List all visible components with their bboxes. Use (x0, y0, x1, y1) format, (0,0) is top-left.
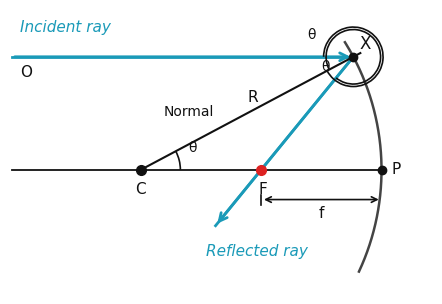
Text: C: C (135, 182, 146, 197)
Text: f: f (319, 206, 324, 220)
Text: θ: θ (321, 60, 330, 74)
Text: Reflected ray: Reflected ray (206, 244, 308, 258)
Text: θ: θ (188, 141, 197, 155)
Text: Incident ray: Incident ray (20, 20, 111, 35)
Text: Normal: Normal (163, 105, 213, 119)
Text: F: F (259, 182, 267, 197)
Text: O: O (20, 65, 32, 80)
Text: θ: θ (308, 28, 316, 42)
Text: R: R (248, 90, 258, 105)
Text: P: P (392, 162, 401, 177)
Text: X: X (359, 35, 371, 53)
